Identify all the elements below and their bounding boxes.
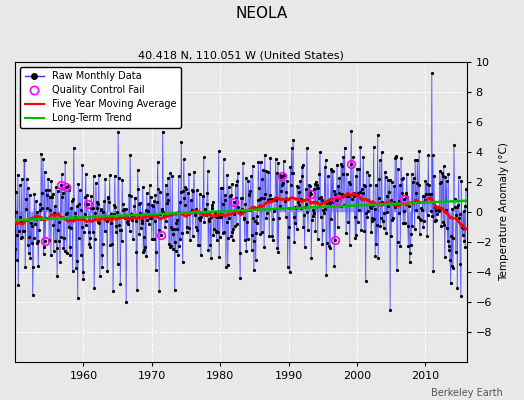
Title: 40.418 N, 110.051 W (United States): 40.418 N, 110.051 W (United States) bbox=[138, 51, 344, 61]
Legend: Raw Monthly Data, Quality Control Fail, Five Year Moving Average, Long-Term Tren: Raw Monthly Data, Quality Control Fail, … bbox=[20, 67, 181, 128]
Text: NEOLA: NEOLA bbox=[236, 6, 288, 21]
Y-axis label: Temperature Anomaly (°C): Temperature Anomaly (°C) bbox=[499, 142, 509, 281]
Text: Berkeley Earth: Berkeley Earth bbox=[431, 388, 503, 398]
